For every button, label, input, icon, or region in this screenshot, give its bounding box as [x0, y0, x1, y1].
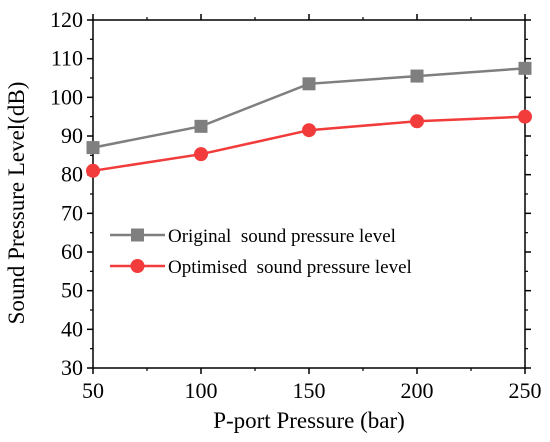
data-point [410, 69, 424, 83]
y-tick-label: 120 [50, 7, 83, 32]
y-tick-label: 30 [61, 355, 83, 380]
x-tick-label: 250 [509, 378, 542, 403]
y-tick-label: 70 [61, 200, 83, 225]
y-tick-label: 60 [61, 239, 83, 264]
y-tick-label: 40 [61, 316, 83, 341]
data-point [518, 109, 532, 124]
data-point [302, 77, 316, 91]
series-layer [86, 61, 532, 178]
legend-label: Original sound pressure level [168, 226, 396, 247]
data-point [194, 119, 208, 133]
y-tick-label: 110 [51, 46, 83, 71]
legend-marker [130, 259, 145, 273]
data-point [86, 141, 100, 155]
x-tick-label: 100 [185, 378, 218, 403]
y-axis-title: Sound Pressure Level(dB) [4, 82, 29, 325]
y-tick-label: 90 [61, 123, 83, 148]
data-point [302, 123, 316, 138]
data-point [194, 147, 208, 162]
legend-item: Optimised sound pressure level [110, 257, 412, 278]
y-tick-label: 50 [61, 278, 83, 303]
series-1 [86, 61, 532, 155]
data-point [518, 61, 532, 75]
data-point [86, 163, 100, 178]
legend-label: Optimised sound pressure level [168, 257, 412, 278]
axis-ticks [87, 14, 531, 374]
x-tick-label: 150 [293, 378, 326, 403]
legend: Original sound pressure level Optimised s… [110, 226, 412, 278]
x-axis-title: P-port Pressure (bar) [213, 408, 405, 433]
y-tick-label: 100 [50, 84, 83, 109]
tick-labels: 30 40 50 60 70 80 90 100 110 120 50 100 150 200 250 [50, 7, 542, 403]
x-tick-label: 200 [401, 378, 434, 403]
legend-marker [131, 228, 144, 242]
y-tick-label: 80 [61, 162, 83, 187]
data-point [410, 114, 424, 129]
x-tick-label: 50 [82, 378, 104, 403]
series-2 [86, 109, 532, 178]
legend-item: Original sound pressure level [110, 226, 396, 247]
